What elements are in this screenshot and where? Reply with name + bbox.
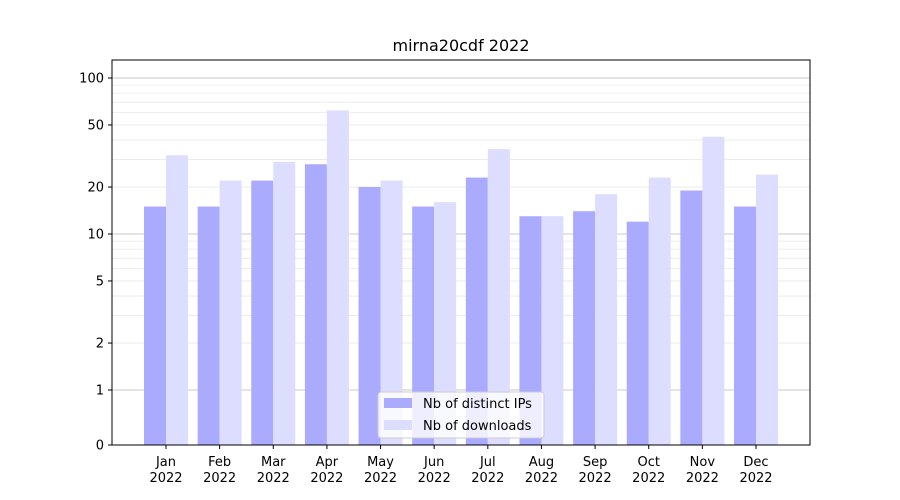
y-tick-label: 5 xyxy=(96,274,104,289)
y-tick-label: 100 xyxy=(79,72,104,87)
x-tick-label-year: 2022 xyxy=(579,471,612,486)
x-tick-label-year: 2022 xyxy=(525,471,558,486)
bar-ips-nov xyxy=(680,190,703,445)
bar-ips-may xyxy=(358,187,381,446)
bar-ips-mar xyxy=(251,180,274,445)
bar-downloads-feb xyxy=(219,180,242,445)
bar-ips-jun xyxy=(412,206,435,445)
bar-downloads-aug xyxy=(541,216,564,445)
x-tick-label-year: 2022 xyxy=(686,471,719,486)
y-tick-label: 20 xyxy=(87,181,104,196)
x-tick-label-month: Nov xyxy=(690,455,716,470)
plot-frame xyxy=(111,59,811,446)
x-tick-label-month: Feb xyxy=(208,455,231,470)
x-tick-label-month: Mar xyxy=(261,455,286,470)
bar-ips-jul xyxy=(465,177,488,445)
y-tick-label: 50 xyxy=(87,118,104,133)
bar-downloads-mar xyxy=(273,161,296,445)
legend: Nb of distinct IPs Nb of downloads xyxy=(377,391,545,439)
x-tick-label-month: Jun xyxy=(423,455,444,470)
bar-downloads-dec xyxy=(756,174,778,445)
y-tick-label: 1 xyxy=(96,384,104,399)
x-tick-label-month: Jul xyxy=(479,455,496,470)
chart-title: mirna20cdf 2022 xyxy=(392,36,529,55)
bar-ips-aug xyxy=(519,216,542,445)
bar-ips-jan xyxy=(144,206,166,445)
x-tick-label-month: Oct xyxy=(637,455,659,470)
bar-downloads-jun xyxy=(434,202,457,445)
bar-downloads-jul xyxy=(487,149,510,446)
x-tick-label-month: Dec xyxy=(743,455,768,470)
x-tick-label-year: 2022 xyxy=(310,471,343,486)
bar-ips-oct xyxy=(626,221,649,445)
legend-label-ips: Nb of distinct IPs xyxy=(423,397,532,412)
x-tick-label-month: Jan xyxy=(155,455,176,470)
x-tick-label-year: 2022 xyxy=(418,471,451,486)
bars xyxy=(144,110,778,446)
bar-ips-sep xyxy=(573,211,596,445)
y-tick-label: 2 xyxy=(96,337,104,352)
x-tick-label-year: 2022 xyxy=(632,471,665,486)
bar-downloads-may xyxy=(380,180,403,445)
x-tick-label-year: 2022 xyxy=(364,471,397,486)
bar-ips-dec xyxy=(734,206,756,445)
y-tick-label: 10 xyxy=(87,228,104,243)
legend-box xyxy=(377,391,545,439)
y-tick-label: 0 xyxy=(96,439,104,454)
bar-ips-apr xyxy=(304,164,327,445)
x-tick-label-year: 2022 xyxy=(257,471,290,486)
bar-downloads-nov xyxy=(702,136,725,445)
bar-downloads-jan xyxy=(166,155,188,446)
x-axis: Jan2022Feb2022Mar2022Apr2022May2022Jun20… xyxy=(149,445,773,486)
bar-downloads-apr xyxy=(326,110,349,445)
x-tick-label-year: 2022 xyxy=(203,471,236,486)
x-tick-label-year: 2022 xyxy=(471,471,504,486)
x-tick-label-month: Aug xyxy=(529,455,554,470)
legend-swatch-ips xyxy=(384,398,412,408)
x-tick-label-month: Apr xyxy=(316,455,339,470)
legend-swatch-downloads xyxy=(384,420,412,430)
bar-downloads-sep xyxy=(595,194,618,445)
legend-label-downloads: Nb of downloads xyxy=(423,419,532,434)
x-tick-label-year: 2022 xyxy=(739,471,772,486)
x-tick-label-month: May xyxy=(367,455,394,470)
x-tick-label-year: 2022 xyxy=(149,471,182,486)
bar-ips-feb xyxy=(197,206,220,445)
bar-downloads-oct xyxy=(648,177,671,445)
x-tick-label-month: Sep xyxy=(583,455,608,470)
y-axis: 0 1 2 5 10 20 50 100 xyxy=(79,72,112,454)
